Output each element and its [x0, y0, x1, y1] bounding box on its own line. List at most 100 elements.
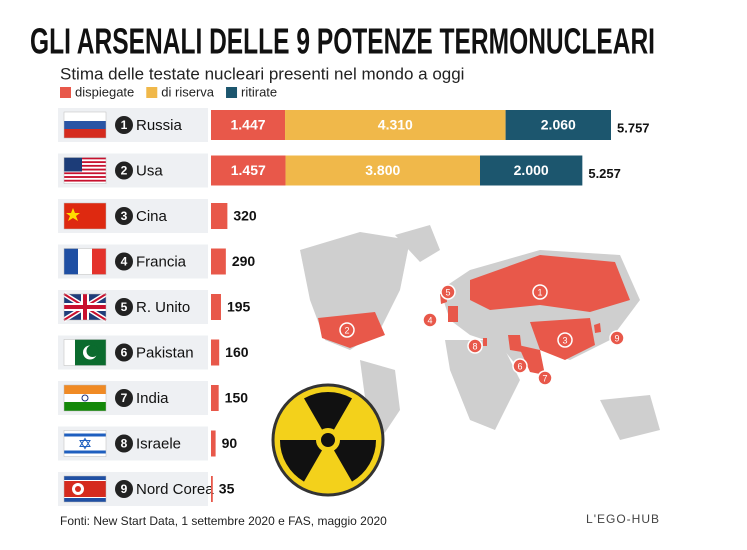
- flag-part: [64, 176, 106, 179]
- flag: [63, 475, 107, 503]
- flag-part: [64, 481, 106, 497]
- flag: [62, 291, 108, 323]
- value-label: 1.447: [230, 117, 265, 133]
- flag-part: [64, 433, 106, 437]
- value-label: 90: [222, 435, 238, 451]
- rank-number: 5: [121, 300, 128, 314]
- category-label: India: [136, 390, 169, 407]
- bar-segment: [285, 155, 481, 186]
- category-label: Israele: [136, 435, 181, 452]
- flag-part: [64, 163, 106, 165]
- category-label: Cina: [136, 208, 168, 225]
- bar-segment: [480, 155, 583, 186]
- total-label: 5.257: [588, 166, 621, 181]
- flag-part: [64, 248, 78, 275]
- map-marker: [339, 322, 355, 338]
- flag-part: [64, 177, 106, 180]
- bar-segment: [505, 110, 611, 140]
- rank-badge: [115, 480, 133, 498]
- bar-segment: [211, 385, 219, 411]
- rank-number: 8: [121, 437, 128, 451]
- flag-part: [64, 394, 106, 402]
- value-label: 2.000: [514, 162, 549, 178]
- category-label: R. Unito: [136, 299, 190, 316]
- flag-part: [64, 157, 82, 172]
- flag-part: [64, 159, 106, 162]
- rank-badge: [115, 343, 133, 362]
- value-label: 2.060: [541, 117, 576, 133]
- flag-part: [79, 437, 91, 450]
- bar-segment: [211, 430, 216, 457]
- value-label: 3.800: [365, 162, 400, 178]
- flag-part: [64, 157, 106, 160]
- flag-part: [64, 402, 106, 411]
- bar-segment: [211, 476, 213, 502]
- rank-badge: [115, 252, 133, 271]
- map-marker-number: 5: [445, 287, 450, 297]
- chart-title: GLI ARSENALI DELLE 9 POTENZE TERMONUCLEA…: [30, 21, 655, 62]
- category-label: Nord Corea: [136, 481, 214, 498]
- rank-badge: [115, 161, 133, 180]
- category-label: Francia: [136, 253, 187, 270]
- flag-part: [64, 181, 106, 184]
- rank-number: 1: [121, 118, 128, 132]
- rank-number: 2: [121, 164, 128, 178]
- flag-border: [63, 430, 107, 457]
- map-marker-number: 3: [562, 335, 567, 345]
- map-marker-number: 1: [537, 287, 542, 297]
- category-label: Usa: [136, 162, 163, 179]
- flag-part: [64, 166, 106, 169]
- rank-number: 4: [121, 255, 128, 269]
- flag-part: [86, 345, 99, 357]
- flag-part: [92, 248, 106, 275]
- flag-part: [64, 129, 106, 138]
- bar-segment: [211, 339, 220, 366]
- flag-part: [64, 174, 106, 177]
- flag: [63, 157, 107, 184]
- map-marker-number: 7: [542, 373, 547, 383]
- flag-part: [64, 305, 106, 309]
- flag-part: [64, 161, 106, 164]
- flag-part: [64, 450, 106, 454]
- credit: L'EGO-HUB: [586, 512, 660, 526]
- flag-border: [63, 111, 107, 139]
- rank-number: 3: [121, 209, 128, 223]
- radiation-symbol: [271, 383, 385, 497]
- map-marker-number: 6: [517, 361, 522, 371]
- flag: [63, 384, 107, 412]
- map-marker: [440, 284, 456, 300]
- map-marker: [557, 332, 573, 348]
- value-label: 320: [233, 208, 257, 224]
- map-marker: [467, 338, 483, 354]
- flag-part: [64, 112, 106, 121]
- chart-subtitle: Stima delle testate nucleari presenti ne…: [60, 64, 464, 83]
- rank-number: 9: [121, 482, 128, 496]
- flag-part: [75, 486, 81, 492]
- value-label: 150: [225, 390, 249, 406]
- rank-badge: [115, 207, 133, 225]
- flag-part: [64, 339, 75, 366]
- map-marker: [422, 312, 438, 328]
- flag: [63, 202, 107, 230]
- legend-swatch: [60, 87, 71, 98]
- flag-border: [63, 293, 107, 321]
- value-label: 35: [219, 481, 235, 497]
- flag: [63, 339, 107, 366]
- legend-label: ritirate: [241, 84, 277, 99]
- flag-border: [63, 339, 107, 366]
- flag-part: [66, 208, 80, 221]
- rank-badge: [115, 116, 133, 134]
- rank-badge: [115, 434, 133, 453]
- rank-badge: [115, 298, 133, 316]
- value-label: 160: [225, 344, 249, 360]
- value-label: 290: [232, 253, 256, 269]
- category-label: Russia: [136, 117, 183, 134]
- flag-part: [64, 168, 106, 171]
- flag-part: [78, 248, 92, 275]
- value-label: 4.310: [378, 117, 413, 133]
- map-marker-number: 2: [344, 325, 349, 335]
- flag: [63, 111, 107, 139]
- rank-number: 7: [121, 391, 128, 405]
- rank-number: 6: [121, 346, 128, 360]
